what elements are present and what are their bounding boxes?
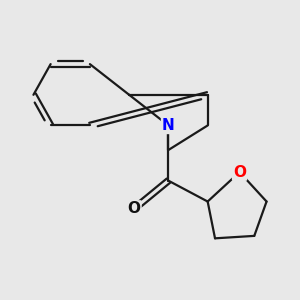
Text: O: O — [233, 165, 246, 180]
Text: N: N — [162, 118, 175, 133]
Text: O: O — [128, 201, 141, 216]
